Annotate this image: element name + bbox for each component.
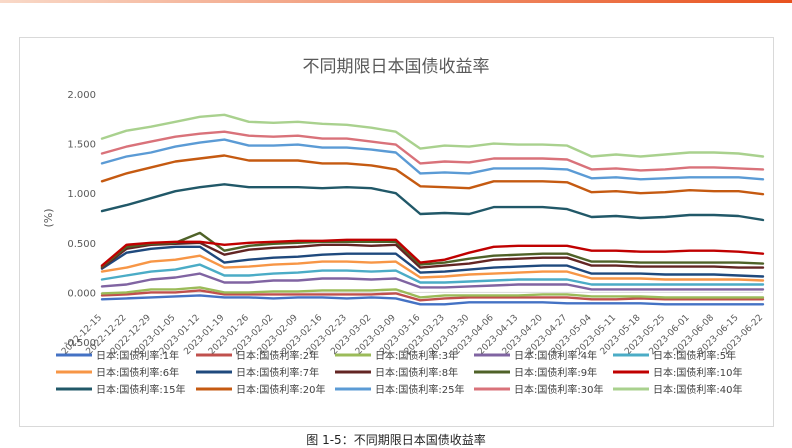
series-line-15 [100, 113, 765, 158]
legend-label-8: 日本:国债利率:8年 [375, 366, 458, 379]
series-line-6 [100, 254, 765, 282]
legend-label-4: 日本:国债利率:4年 [514, 349, 597, 362]
legend-label-15: 日本:国债利率:40年 [653, 383, 742, 396]
series-line-10 [100, 238, 765, 267]
legend-label-7: 日本:国债利率:7年 [236, 366, 319, 379]
legend-label-5: 日本:国债利率:5年 [653, 349, 736, 362]
legend-label-14: 日本:国债利率:30年 [514, 383, 603, 396]
series-line-11 [100, 183, 765, 222]
legend-label-10: 日本:国债利率:10年 [653, 366, 742, 379]
y-axis-label: (%) [42, 208, 55, 227]
legend-label-1: 日本:国债利率:1年 [96, 349, 179, 362]
series-line-7 [100, 245, 765, 278]
chart-title: 不同期限日本国债收益率 [302, 57, 490, 77]
legend-label-13: 日本:国债利率:25年 [375, 383, 464, 396]
chart-frame [19, 37, 774, 427]
legend-label-9: 日本:国债利率:9年 [514, 366, 597, 379]
legend-label-3: 日本:国债利率:3年 [375, 349, 458, 362]
series-line-9 [100, 231, 765, 268]
y-tick-label: 1.500 [67, 140, 96, 151]
series-line-12 [100, 154, 765, 196]
legend-label-12: 日本:国债利率:20年 [236, 383, 325, 396]
y-tick-label: 1.000 [67, 189, 96, 200]
y-tick-label: 0.500 [67, 239, 96, 250]
y-tick-label: 0.000 [67, 288, 96, 299]
series-line-3 [100, 286, 765, 299]
series-line-8 [100, 241, 765, 269]
legend-label-2: 日本:国债利率:2年 [236, 349, 319, 362]
series-line-13 [100, 138, 765, 181]
series-line-4 [100, 272, 765, 291]
series-line-2 [100, 289, 765, 302]
y-tick-label: 2.000 [67, 90, 96, 101]
top-accent-bar [0, 0, 792, 3]
series-line-5 [100, 263, 765, 286]
series-line-14 [100, 130, 765, 172]
figure-caption: 图 1-5：不同期限日本国债收益率 [306, 433, 486, 447]
legend-label-6: 日本:国债利率:6年 [96, 366, 179, 379]
legend-label-11: 日本:国债利率:15年 [96, 383, 185, 396]
series-line-1 [100, 294, 765, 306]
y-tick-label: -0.500 [64, 338, 96, 349]
